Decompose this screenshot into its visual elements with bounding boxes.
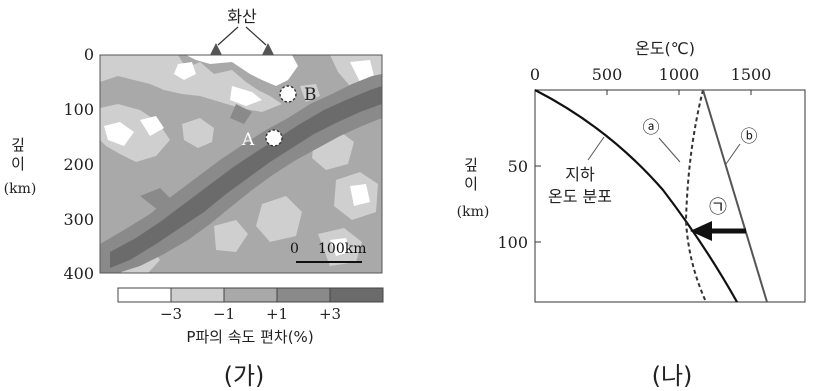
volcano-label: 화산 bbox=[227, 7, 257, 26]
point-b-marker bbox=[279, 85, 297, 103]
geotherm-leader bbox=[587, 136, 605, 161]
map-frame bbox=[99, 54, 383, 274]
y-tick: 50 bbox=[508, 157, 528, 176]
map-region-light bbox=[214, 220, 248, 252]
y-tick: 300 bbox=[63, 210, 94, 229]
map-region-light bbox=[182, 118, 214, 148]
panel-b-y-ticks: 50 100 bbox=[497, 157, 528, 252]
geotherm-curve bbox=[534, 89, 738, 303]
graph-frame bbox=[534, 89, 806, 303]
curve-b bbox=[702, 89, 768, 303]
map-region-white bbox=[186, 55, 298, 86]
panel-b-y-label-1: 깊 bbox=[464, 156, 478, 174]
y-tick-marks bbox=[535, 165, 541, 243]
panel-b-y-label-2: 이 bbox=[464, 175, 478, 193]
map-region-dark bbox=[230, 104, 252, 124]
volcano-pointer-1 bbox=[217, 26, 239, 46]
panel-b-y-unit: (km) bbox=[457, 204, 490, 220]
geotherm-label-2: 온도 분포 bbox=[548, 187, 612, 206]
legend-swatch bbox=[223, 287, 278, 303]
x-tick-marks bbox=[606, 90, 752, 95]
map-region-white bbox=[230, 86, 262, 106]
point-a-label: A bbox=[241, 130, 255, 150]
slab-core bbox=[110, 86, 382, 268]
y-tick: 100 bbox=[497, 233, 528, 252]
curve-a-label: ⓐ bbox=[643, 118, 660, 138]
tomography-map bbox=[100, 55, 382, 273]
legend-tick: −3 bbox=[160, 305, 182, 323]
panel-a-y-label-2: 이 bbox=[11, 155, 25, 173]
geotherm-label-1: 지하 bbox=[565, 165, 595, 184]
y-tick: 0 bbox=[84, 45, 94, 64]
panel-a-y-ticks: 0 100 200 300 400 bbox=[63, 45, 94, 283]
panel-a-caption: (가) bbox=[224, 362, 265, 390]
legend-swatch bbox=[170, 287, 225, 303]
x-tick: 1000 bbox=[659, 65, 700, 84]
volcano-pointer-2 bbox=[245, 26, 267, 46]
point-a-marker bbox=[265, 129, 283, 147]
curve-a bbox=[684, 89, 707, 303]
velocity-legend-bar bbox=[117, 287, 384, 303]
curve-b-label: ⓑ bbox=[741, 127, 758, 147]
scale-distance-label: 100km bbox=[318, 241, 366, 257]
panel-a-y-label-1: 깊 bbox=[11, 136, 25, 154]
legend-ticks: −3 −1 +1 +3 bbox=[160, 305, 341, 323]
legend-title: P파의 속도 편차(%) bbox=[186, 328, 313, 346]
arrow-label: ㉠ bbox=[709, 197, 727, 218]
map-region-white bbox=[174, 62, 196, 80]
legend-swatch bbox=[329, 287, 384, 303]
map-region-white bbox=[350, 60, 374, 82]
volcano-marker-1 bbox=[210, 43, 222, 55]
curve-a-leader bbox=[658, 137, 681, 163]
legend-swatch bbox=[276, 287, 331, 303]
x-axis-title: 온도(℃) bbox=[635, 39, 695, 58]
volcano-marker-2 bbox=[262, 43, 274, 55]
x-tick: 0 bbox=[530, 65, 540, 84]
curve-b-leader bbox=[725, 143, 741, 165]
y-tick: 400 bbox=[63, 264, 94, 283]
scale-zero-label: 0 bbox=[290, 241, 299, 257]
legend-tick: −1 bbox=[213, 305, 235, 323]
y-tick: 100 bbox=[63, 100, 94, 119]
legend-tick: +1 bbox=[266, 305, 288, 323]
map-region-white bbox=[140, 116, 164, 136]
map-region-white bbox=[104, 122, 134, 146]
panel-b-x-ticks: 0 500 1000 1500 bbox=[530, 65, 771, 84]
map-region-white bbox=[350, 184, 370, 206]
map-region-dark bbox=[140, 188, 172, 210]
map-region-light bbox=[256, 196, 302, 242]
x-tick: 1500 bbox=[731, 65, 772, 84]
map-region-light bbox=[300, 84, 320, 102]
legend-tick: +3 bbox=[319, 305, 341, 323]
legend-swatch bbox=[117, 287, 172, 303]
arrow-head bbox=[690, 221, 712, 241]
panel-a-y-unit: (km) bbox=[4, 181, 37, 197]
y-tick: 200 bbox=[63, 155, 94, 174]
map-region-white bbox=[330, 238, 350, 256]
panel-b-caption: (나) bbox=[652, 362, 693, 390]
point-b-label: B bbox=[304, 85, 317, 105]
x-tick: 500 bbox=[592, 65, 623, 84]
